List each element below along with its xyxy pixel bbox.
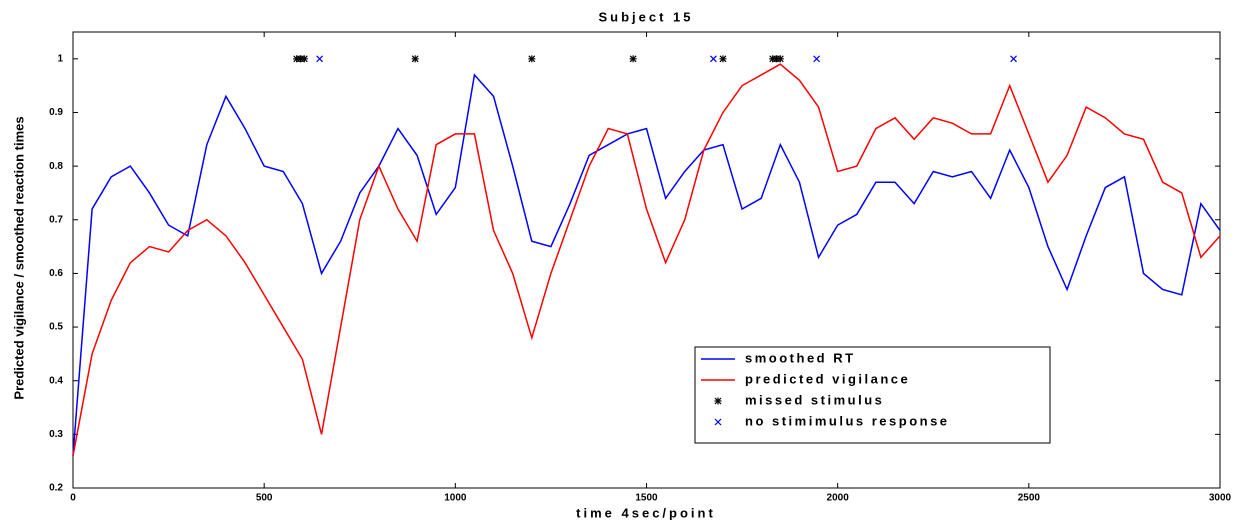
- y-tick-label: 0.6: [49, 268, 63, 279]
- legend-swatch: [714, 397, 722, 405]
- legend-label: predicted vigilance: [745, 371, 910, 386]
- y-tick-label: 0.5: [49, 322, 63, 333]
- x-axis-label: time 4sec/point: [576, 505, 716, 520]
- marker: [1010, 55, 1017, 63]
- marker-stroke: [709, 55, 717, 63]
- marker-stroke: [316, 55, 324, 63]
- y-tick-label: 0.9: [49, 107, 63, 118]
- x-tick-label: 0: [70, 493, 76, 504]
- x-tick-label: 3000: [1209, 493, 1232, 504]
- marker: [776, 55, 784, 63]
- y-tick-label: 0.7: [49, 214, 63, 225]
- x-tick-label: 2000: [827, 493, 850, 504]
- marker: [719, 55, 727, 63]
- chart-title: Subject 15: [598, 9, 693, 24]
- marker-stroke: [714, 418, 722, 426]
- x-tick-label: 500: [256, 493, 273, 504]
- y-tick-label: 0.2: [49, 483, 63, 494]
- marker: [528, 55, 536, 63]
- y-tick-label: 0.8: [49, 161, 63, 172]
- marker: [411, 55, 419, 63]
- marker: [300, 55, 308, 63]
- legend-label: smoothed RT: [745, 350, 856, 365]
- marker: [813, 55, 821, 63]
- marker: [316, 55, 324, 63]
- y-tick-label: 0.3: [49, 429, 63, 440]
- marker: [629, 55, 637, 63]
- line-series: [72, 63, 1221, 456]
- marker: [709, 55, 717, 63]
- y-tick-label: 1: [57, 53, 63, 64]
- x-tick-label: 1000: [444, 493, 467, 504]
- marker-stroke: [1010, 55, 1017, 63]
- y-tick-label: 0.4: [49, 375, 63, 386]
- legend-swatch: [714, 418, 722, 426]
- y-axis-label: Predicted vigilance / smoothed reaction …: [11, 116, 26, 399]
- marker-stroke: [813, 55, 821, 63]
- line-series: [72, 73, 1221, 456]
- legend-label: missed stimulus: [745, 392, 884, 407]
- legend-label: no stimimulus response: [745, 413, 950, 428]
- legend-box: [694, 346, 1051, 444]
- x-tick-label: 1500: [635, 493, 658, 504]
- x-tick-label: 2500: [1018, 493, 1041, 504]
